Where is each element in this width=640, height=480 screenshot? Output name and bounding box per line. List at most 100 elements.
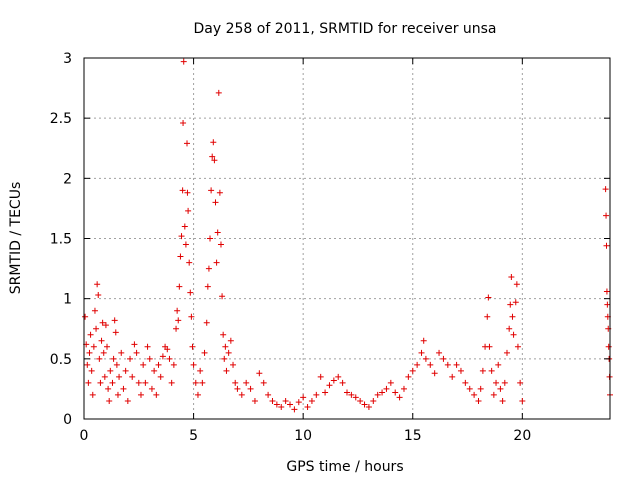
data-point <box>173 325 180 332</box>
data-point <box>514 343 521 350</box>
data-point <box>232 379 239 386</box>
data-point <box>133 349 140 356</box>
data-point <box>335 373 342 380</box>
data-point <box>405 373 412 380</box>
data-point <box>144 343 151 350</box>
data-point <box>88 367 95 374</box>
data-point <box>221 355 228 362</box>
data-point <box>282 397 289 404</box>
data-point <box>208 187 215 194</box>
data-point <box>95 292 102 299</box>
data-point <box>519 397 526 404</box>
data-point <box>168 379 175 386</box>
data-point <box>112 329 119 336</box>
data-point <box>457 367 464 374</box>
chart-title: Day 258 of 2011, SRMTID for receiver uns… <box>193 21 496 37</box>
y-tick-label: 2 <box>63 171 72 187</box>
data-point <box>210 139 217 146</box>
data-point <box>287 401 294 408</box>
data-point <box>379 389 386 396</box>
data-point <box>187 289 194 296</box>
plot-frame <box>83 57 611 420</box>
data-point <box>265 391 272 398</box>
data-point <box>603 242 610 249</box>
data-point <box>205 265 212 272</box>
data-point <box>313 391 320 398</box>
data-point <box>418 349 425 356</box>
data-point <box>176 283 183 290</box>
x-tick-labels: 0 5 10 15 20 <box>80 428 532 444</box>
data-point <box>89 391 96 398</box>
data-point <box>135 379 142 386</box>
data-point <box>295 399 302 406</box>
data-point <box>508 274 515 281</box>
data-point <box>431 370 438 377</box>
data-point <box>603 288 610 295</box>
data-point <box>220 331 227 338</box>
data-point <box>87 331 94 338</box>
y-tick-label: 1 <box>63 292 72 308</box>
data-point <box>234 385 241 392</box>
data-point <box>146 355 153 362</box>
data-point <box>84 361 91 368</box>
data-point <box>427 361 434 368</box>
data-point <box>326 382 333 389</box>
data-point <box>110 355 117 362</box>
data-point <box>201 349 208 356</box>
data-point <box>230 361 237 368</box>
data-point <box>100 349 107 356</box>
data-point <box>192 379 199 386</box>
data-point <box>177 253 184 260</box>
data-point <box>175 317 182 324</box>
data-point <box>116 373 123 380</box>
data-point <box>503 349 510 356</box>
data-point <box>207 235 214 242</box>
data-point <box>111 317 118 324</box>
data-point <box>131 341 138 348</box>
data-point <box>217 241 224 248</box>
data-point <box>361 401 368 408</box>
data-point <box>420 337 427 344</box>
data-point <box>344 389 350 396</box>
x-tick-label: 20 <box>513 428 531 444</box>
data-point <box>101 373 108 380</box>
data-point <box>82 313 89 320</box>
data-point <box>90 343 97 350</box>
data-point <box>164 346 171 353</box>
data-point <box>106 397 113 404</box>
data-point <box>215 89 222 96</box>
data-point <box>348 391 355 398</box>
data-point <box>436 349 443 356</box>
data-point <box>471 391 478 398</box>
data-point <box>102 322 109 329</box>
data-point <box>219 293 226 300</box>
data-point <box>184 140 191 147</box>
data-point <box>174 307 181 314</box>
data-point <box>170 361 177 368</box>
data-point <box>238 391 245 398</box>
data-point <box>374 391 381 398</box>
data-point <box>422 355 429 362</box>
data-point <box>137 391 144 398</box>
data-point <box>155 361 162 368</box>
data-point <box>94 281 101 288</box>
data-point <box>222 343 229 350</box>
data-point <box>605 343 612 350</box>
data-point <box>189 343 196 350</box>
data-point <box>512 299 519 306</box>
data-point <box>216 189 223 196</box>
y-tick-label: 2.5 <box>50 111 72 127</box>
data-point <box>490 391 497 398</box>
data-point <box>603 212 610 219</box>
data-point <box>273 401 280 408</box>
data-point <box>300 394 307 401</box>
x-tick-label: 0 <box>80 428 89 444</box>
data-point <box>509 313 516 320</box>
data-point <box>159 353 166 360</box>
data-point <box>179 187 186 194</box>
data-point <box>243 379 250 386</box>
data-point <box>449 373 456 380</box>
data-point <box>256 370 263 377</box>
data-point <box>513 281 520 288</box>
data-point <box>278 403 285 410</box>
